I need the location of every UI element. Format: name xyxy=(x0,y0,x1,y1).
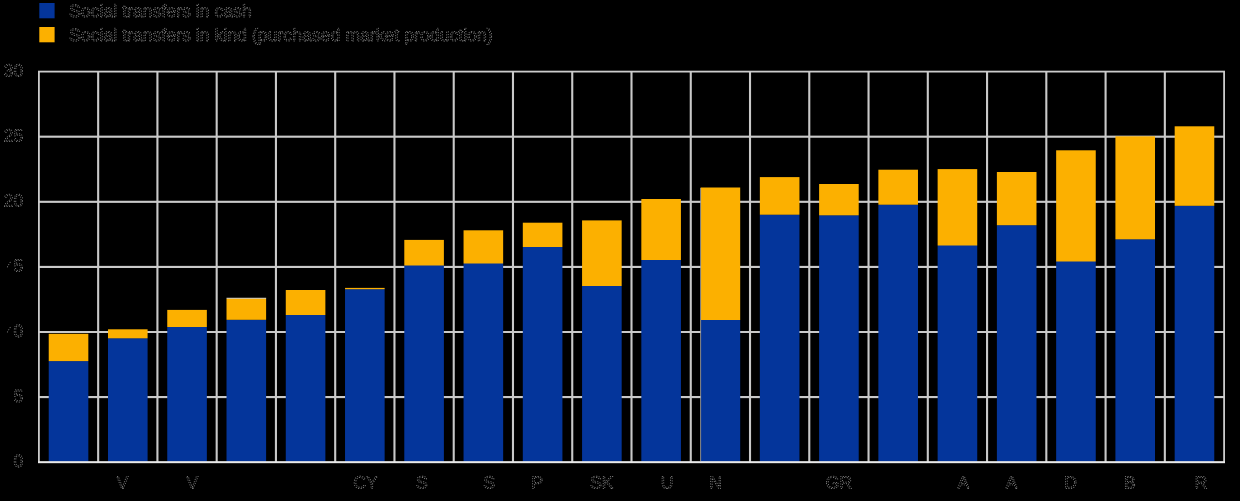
svg-text:S: S xyxy=(483,472,495,492)
svg-text:Social transfers in kind (purc: Social transfers in kind (purchased mark… xyxy=(69,25,493,45)
svg-text:CY: CY xyxy=(353,472,378,492)
svg-text:SK: SK xyxy=(590,472,614,492)
svg-text:0: 0 xyxy=(13,321,23,341)
svg-text:25: 25 xyxy=(4,126,24,146)
svg-text:N: N xyxy=(709,472,722,492)
svg-text:V: V xyxy=(186,472,198,492)
svg-text:A: A xyxy=(1006,472,1018,492)
svg-text:Social transfers in cash: Social transfers in cash xyxy=(69,1,252,21)
svg-text:R: R xyxy=(1195,472,1208,492)
svg-text:S: S xyxy=(416,472,428,492)
svg-text:30: 30 xyxy=(4,60,24,80)
svg-text:U: U xyxy=(661,472,674,492)
svg-text:A: A xyxy=(957,472,969,492)
svg-text:0: 0 xyxy=(13,451,23,471)
svg-text:5: 5 xyxy=(13,256,23,276)
svg-text:P: P xyxy=(531,472,543,492)
svg-text:20: 20 xyxy=(4,191,24,211)
svg-text:5: 5 xyxy=(13,386,23,406)
svg-text:V: V xyxy=(116,472,128,492)
svg-text:GR: GR xyxy=(826,472,853,492)
svg-text:B: B xyxy=(1124,472,1136,492)
svg-text:D: D xyxy=(1064,472,1077,492)
